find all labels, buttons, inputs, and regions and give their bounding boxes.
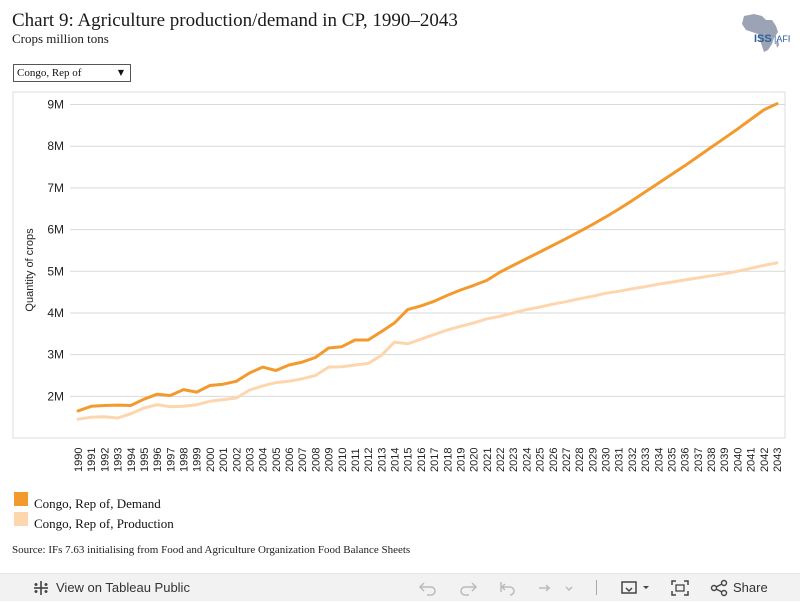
svg-text:ISS: ISS	[754, 33, 772, 45]
x-tick-label: 1997	[165, 448, 177, 472]
x-tick-label: 2025	[535, 448, 547, 472]
iss-africa-logo: ISS |AFR	[738, 12, 795, 54]
x-tick-label: 2011	[350, 448, 362, 472]
x-tick-label: 2014	[390, 448, 402, 472]
undo-icon	[418, 582, 436, 596]
fullscreen-icon	[671, 580, 689, 596]
legend-label-demand: Congo, Rep of, Demand	[34, 496, 161, 511]
refresh-button[interactable]	[536, 579, 576, 597]
y-tick-label: 6M	[47, 223, 64, 237]
x-tick-label: 2040	[732, 448, 744, 472]
toolbar-divider	[596, 580, 597, 595]
x-tick-label: 2012	[363, 448, 375, 472]
source-note: Source: IFs 7.63 initialising from Food …	[12, 544, 411, 556]
x-tick-label: 2002	[231, 448, 243, 472]
revert-icon	[500, 582, 515, 596]
x-tick-label: 2027	[561, 448, 573, 472]
x-tick-label: 2019	[455, 448, 467, 472]
x-tick-label: 2017	[429, 448, 441, 472]
tableau-toolbar: View on Tableau Public Share	[0, 573, 800, 601]
tableau-icon	[34, 581, 48, 595]
fullscreen-button[interactable]	[670, 579, 690, 597]
x-tick-label: 1991	[86, 448, 98, 472]
x-tick-label: 2015	[403, 448, 415, 472]
x-tick-label: 2034	[653, 448, 665, 472]
y-tick-label: 7M	[47, 181, 64, 195]
x-tick-label: 1993	[113, 448, 125, 472]
x-tick-label: 2020	[469, 448, 481, 472]
x-tick-label: 1990	[73, 448, 85, 472]
y-tick-label: 4M	[47, 306, 64, 320]
country-filter-dropdown[interactable]: Congo, Rep of ▼	[13, 64, 131, 82]
chevron-down-icon: ▼	[117, 68, 124, 77]
chart-subtitle: Crops million tons	[12, 31, 109, 46]
x-tick-label: 2041	[746, 448, 758, 472]
x-tick-label: 2039	[719, 448, 731, 472]
x-tick-label: 2023	[508, 448, 520, 472]
revert-button[interactable]	[498, 579, 518, 597]
x-tick-label: 1994	[126, 448, 138, 472]
x-tick-label: 2016	[416, 448, 428, 472]
x-tick-label: 2028	[574, 448, 586, 472]
x-tick-label: 1992	[99, 448, 111, 472]
x-tick-label: 2024	[521, 448, 533, 472]
x-tick-label: 2042	[759, 448, 771, 472]
country-filter-value: Congo, Rep of	[17, 67, 82, 79]
x-tick-label: 2013	[376, 448, 388, 472]
legend-label-production: Congo, Rep of, Production	[34, 516, 174, 531]
share-label: Share	[733, 580, 768, 595]
x-tick-label: 2029	[587, 448, 599, 472]
chart-title: Chart 9: Agriculture production/demand i…	[12, 10, 458, 31]
x-tick-label: 2005	[271, 448, 283, 472]
plot-frame	[12, 91, 786, 439]
x-tick-label: 2033	[640, 448, 652, 472]
y-tick-label: 2M	[47, 389, 64, 403]
series-line-demand	[76, 102, 779, 413]
x-tick-label: 2007	[297, 448, 309, 472]
x-tick-label: 2026	[548, 448, 560, 472]
share-icon	[710, 579, 728, 597]
refresh-icon	[539, 584, 573, 592]
x-tick-label: 1999	[192, 448, 204, 472]
x-tick-label: 2037	[693, 448, 705, 472]
x-tick-label: 1995	[139, 448, 151, 472]
y-axis-title: Quantity of crops	[24, 228, 36, 312]
download-button[interactable]	[620, 579, 654, 597]
x-tick-label: 2030	[601, 448, 613, 472]
x-tick-label: 2000	[205, 448, 217, 472]
y-tick-label: 8M	[47, 139, 64, 153]
x-tick-label: 2031	[614, 448, 626, 472]
y-tick-label: 5M	[47, 264, 64, 278]
x-tick-label: 2022	[495, 448, 507, 472]
x-tick-label: 2010	[337, 448, 349, 472]
redo-button[interactable]	[458, 579, 478, 597]
undo-button[interactable]	[418, 579, 438, 597]
x-tick-label: 2038	[706, 448, 718, 472]
x-tick-label: 2021	[482, 448, 494, 472]
y-tick-label: 3M	[47, 348, 64, 362]
x-tick-label: 2008	[310, 448, 322, 472]
x-tick-label: 2009	[324, 448, 336, 472]
series-line-production	[76, 261, 779, 421]
x-tick-label: 2043	[772, 448, 784, 472]
x-tick-label: 2035	[666, 448, 678, 472]
x-tick-label: 2006	[284, 448, 296, 472]
x-tick-label: 1996	[152, 448, 164, 472]
y-tick-label: 9M	[47, 98, 64, 112]
view-on-tableau-label: View on Tableau Public	[56, 580, 190, 595]
x-tick-label: 2004	[258, 448, 270, 472]
legend-swatch-demand	[14, 492, 28, 506]
x-tick-label: 2003	[244, 448, 256, 472]
x-tick-label: 2032	[627, 448, 639, 472]
download-icon	[621, 581, 649, 594]
x-tick-label: 2018	[442, 448, 454, 472]
legend-swatch-production	[14, 512, 28, 526]
x-tick-label: 2036	[680, 448, 692, 472]
x-tick-label: 2001	[218, 448, 230, 472]
redo-icon	[460, 582, 478, 596]
svg-text:|AFR: |AFR	[774, 34, 790, 44]
x-tick-label: 1998	[179, 448, 191, 472]
africa-map-icon: ISS |AFR	[742, 14, 795, 52]
